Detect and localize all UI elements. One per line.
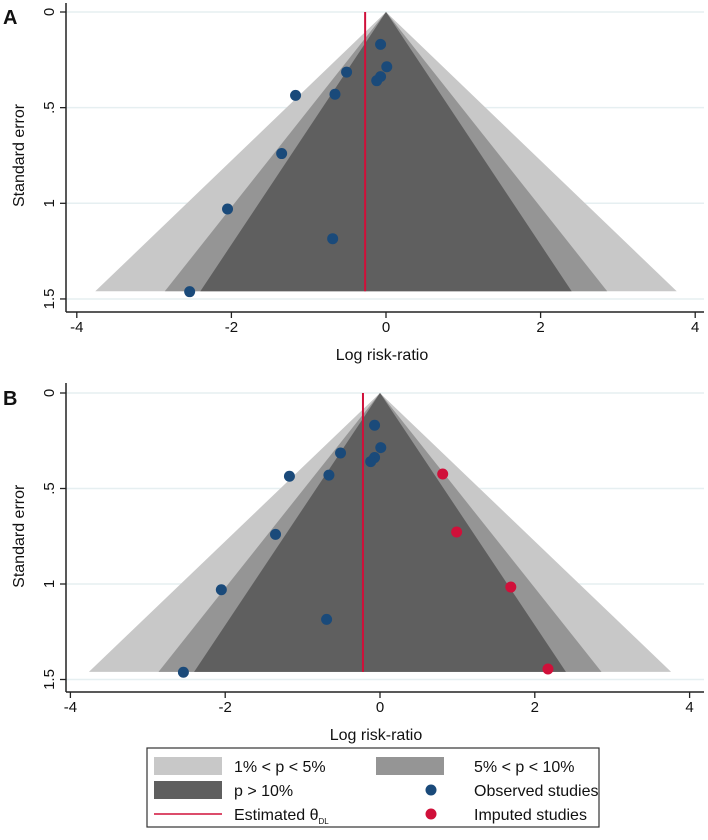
- legend-swatch: [154, 757, 222, 775]
- observed-study-point: [369, 419, 381, 431]
- contour-region-contour-gt10: [200, 12, 572, 292]
- imputed-study-point: [437, 468, 449, 480]
- y-tick-label: 1.5: [41, 669, 58, 690]
- imputed-study-point: [542, 663, 554, 675]
- contour-region-contour-gt10: [194, 393, 566, 672]
- observed-study-point: [177, 666, 189, 678]
- observed-study-point: [335, 447, 347, 459]
- y-axis-label: Standard error: [11, 484, 28, 588]
- x-tick-label: 2: [536, 319, 544, 336]
- observed-study-point: [283, 470, 295, 482]
- y-axis-label: Standard error: [11, 103, 28, 207]
- x-axis-label: Log risk-ratio: [336, 347, 429, 364]
- legend-label: Imputed studies: [474, 807, 587, 824]
- observed-study-point: [329, 88, 341, 100]
- legend-marker: [425, 784, 437, 796]
- observed-study-point: [184, 286, 196, 298]
- x-tick-label: -4: [70, 319, 83, 336]
- y-tick-label: .5: [41, 101, 58, 114]
- legend: 1% < p < 5% 5% < p < 10% p > 10% Observed s…: [146, 747, 600, 828]
- legend-item-contour-1-5: 1% < p < 5%: [154, 757, 326, 776]
- panel-a: -4 -2 0 2 4 0 .5 1 1.5 Log risk-ratio Standard err…: [3, 3, 704, 364]
- legend-item-estimate-line: Estimated θDL: [154, 807, 329, 826]
- x-tick-label: 2: [531, 699, 539, 716]
- observed-study-point: [323, 469, 335, 481]
- panel-label: A: [3, 7, 17, 29]
- legend-box: [146, 747, 600, 828]
- y-tick-label: 1.5: [41, 289, 58, 310]
- legend-item-observed: Observed studies: [425, 783, 599, 800]
- observed-study-point: [365, 456, 377, 468]
- legend-label: 5% < p < 10%: [474, 759, 575, 776]
- y-tick-label: 1: [41, 199, 58, 207]
- legend-swatch: [154, 781, 222, 799]
- y-tick-label: .5: [41, 482, 58, 495]
- y-tick-label: 1: [41, 580, 58, 588]
- observed-study-point: [290, 89, 302, 101]
- legend-label: p > 10%: [234, 783, 293, 800]
- x-tick-label: 4: [685, 699, 693, 716]
- observed-study-point: [371, 75, 383, 87]
- legend-label-subscript: DL: [318, 817, 329, 826]
- y-tick-label: 0: [41, 8, 58, 16]
- y-tick-label: 0: [41, 389, 58, 397]
- legend-item-imputed: Imputed studies: [425, 807, 587, 824]
- observed-study-point: [375, 442, 387, 454]
- panel-label: B: [3, 388, 17, 410]
- x-tick-label: 0: [382, 319, 390, 336]
- x-tick-label: -2: [219, 699, 232, 716]
- x-tick-label: -2: [225, 319, 238, 336]
- legend-item-contour-gt10: p > 10%: [154, 781, 293, 800]
- observed-study-point: [270, 528, 282, 540]
- x-tick-label: -4: [64, 699, 77, 716]
- x-axis-label: Log risk-ratio: [330, 727, 423, 744]
- legend-item-contour-5-10: 5% < p < 10%: [376, 757, 575, 776]
- observed-study-point: [215, 584, 227, 596]
- imputed-study-point: [505, 581, 517, 593]
- imputed-study-point: [451, 526, 463, 538]
- observed-study-point: [276, 148, 288, 160]
- legend-swatch: [376, 757, 444, 775]
- observed-study-point: [341, 66, 353, 78]
- legend-label: 1% < p < 5%: [234, 759, 326, 776]
- legend-label: Estimated θDL: [234, 807, 329, 826]
- observed-study-point: [222, 203, 234, 215]
- observed-study-point: [375, 38, 387, 50]
- observed-study-point: [327, 233, 339, 245]
- x-tick-label: 4: [691, 319, 699, 336]
- observed-study-point: [321, 613, 333, 625]
- legend-label: Observed studies: [474, 783, 599, 800]
- panel-b: -4 -2 0 2 4 0 .5 1 1.5 Log risk-ratio Standard err…: [3, 383, 704, 744]
- observed-study-point: [381, 61, 393, 73]
- x-tick-label: 0: [376, 699, 384, 716]
- legend-marker: [425, 808, 437, 820]
